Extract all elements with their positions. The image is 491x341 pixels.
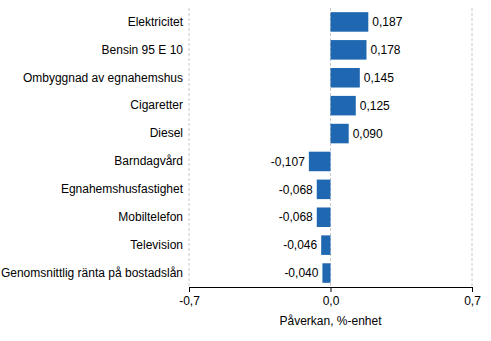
grid-line	[189, 8, 190, 287]
data-label: -0,068	[279, 210, 313, 224]
data-label: 0,125	[360, 99, 390, 113]
category-label: Genomsnittlig ränta på bostadslån	[1, 266, 183, 280]
bar	[321, 235, 330, 255]
category-tick: Elektricitet	[128, 15, 189, 29]
category-tick: Mobiltelefon	[118, 210, 189, 224]
data-label: -0,046	[283, 238, 317, 252]
data-label: 0,090	[353, 127, 383, 141]
bar	[331, 124, 349, 144]
category-tick: Bensin 95 E 10	[102, 43, 189, 57]
category-tick: Genomsnittlig ränta på bostadslån	[1, 266, 189, 280]
bar	[331, 68, 360, 88]
bar	[331, 40, 367, 60]
grid	[189, 8, 472, 287]
category-label: Elektricitet	[128, 15, 184, 29]
data-label: 0,178	[370, 43, 400, 57]
category-tick: Egnahemshusfastighet	[61, 182, 189, 196]
category-axis: Elektricitet Bensin 95 E 10 Ombyggnad av e…	[1, 15, 189, 280]
bar	[317, 207, 331, 227]
bar	[331, 96, 356, 116]
tick-mark	[331, 287, 332, 292]
data-label: -0,107	[271, 155, 305, 169]
data-label: -0,040	[284, 266, 318, 280]
value-tick: -0,7	[179, 287, 200, 308]
tick-label: -0,7	[179, 294, 200, 308]
plot: 0,187 0,178 0,145 0,125 0,090 -0,107 -0,068 -0,…	[1, 8, 481, 328]
value-tick: 0,0	[323, 287, 340, 308]
bar	[331, 12, 369, 32]
category-tick: Diesel	[150, 126, 189, 140]
tick-mark	[472, 287, 473, 292]
bar	[317, 180, 331, 200]
value-tick: 0,7	[464, 287, 481, 308]
category-label: Egnahemshusfastighet	[61, 182, 184, 196]
tick-label: 0,7	[464, 294, 481, 308]
bar	[322, 263, 330, 283]
category-tick: Ombyggnad av egnahemshus	[23, 71, 189, 85]
tick-mark	[189, 287, 190, 292]
category-tick: Barndagvård	[114, 154, 189, 168]
category-label: Diesel	[150, 126, 183, 140]
category-label: Mobiltelefon	[118, 210, 183, 224]
category-label: Ombyggnad av egnahemshus	[23, 71, 183, 85]
axis-title: Påverkan, %-enhet	[279, 314, 382, 328]
data-label: -0,068	[279, 183, 313, 197]
category-label: Cigaretter	[130, 98, 183, 112]
bar	[309, 152, 331, 172]
axis-line	[190, 288, 473, 293]
category-label: Barndagvård	[114, 154, 183, 168]
grid-line	[472, 8, 473, 287]
category-tick: Television	[130, 238, 189, 252]
value-axis: -0,7 0,0 0,7	[179, 287, 481, 308]
data-labels: 0,187 0,178 0,145 0,125 0,090 -0,107 -0,068 -0,…	[271, 15, 403, 280]
data-label: 0,145	[364, 71, 394, 85]
category-label: Bensin 95 E 10	[102, 43, 184, 57]
category-tick: Cigaretter	[130, 98, 189, 112]
bars	[309, 12, 368, 283]
tick-label: 0,0	[323, 294, 340, 308]
category-label: Television	[130, 238, 183, 252]
chart: 0,187 0,178 0,145 0,125 0,090 -0,107 -0,068 -0,…	[0, 0, 491, 341]
data-label: 0,187	[372, 15, 402, 29]
